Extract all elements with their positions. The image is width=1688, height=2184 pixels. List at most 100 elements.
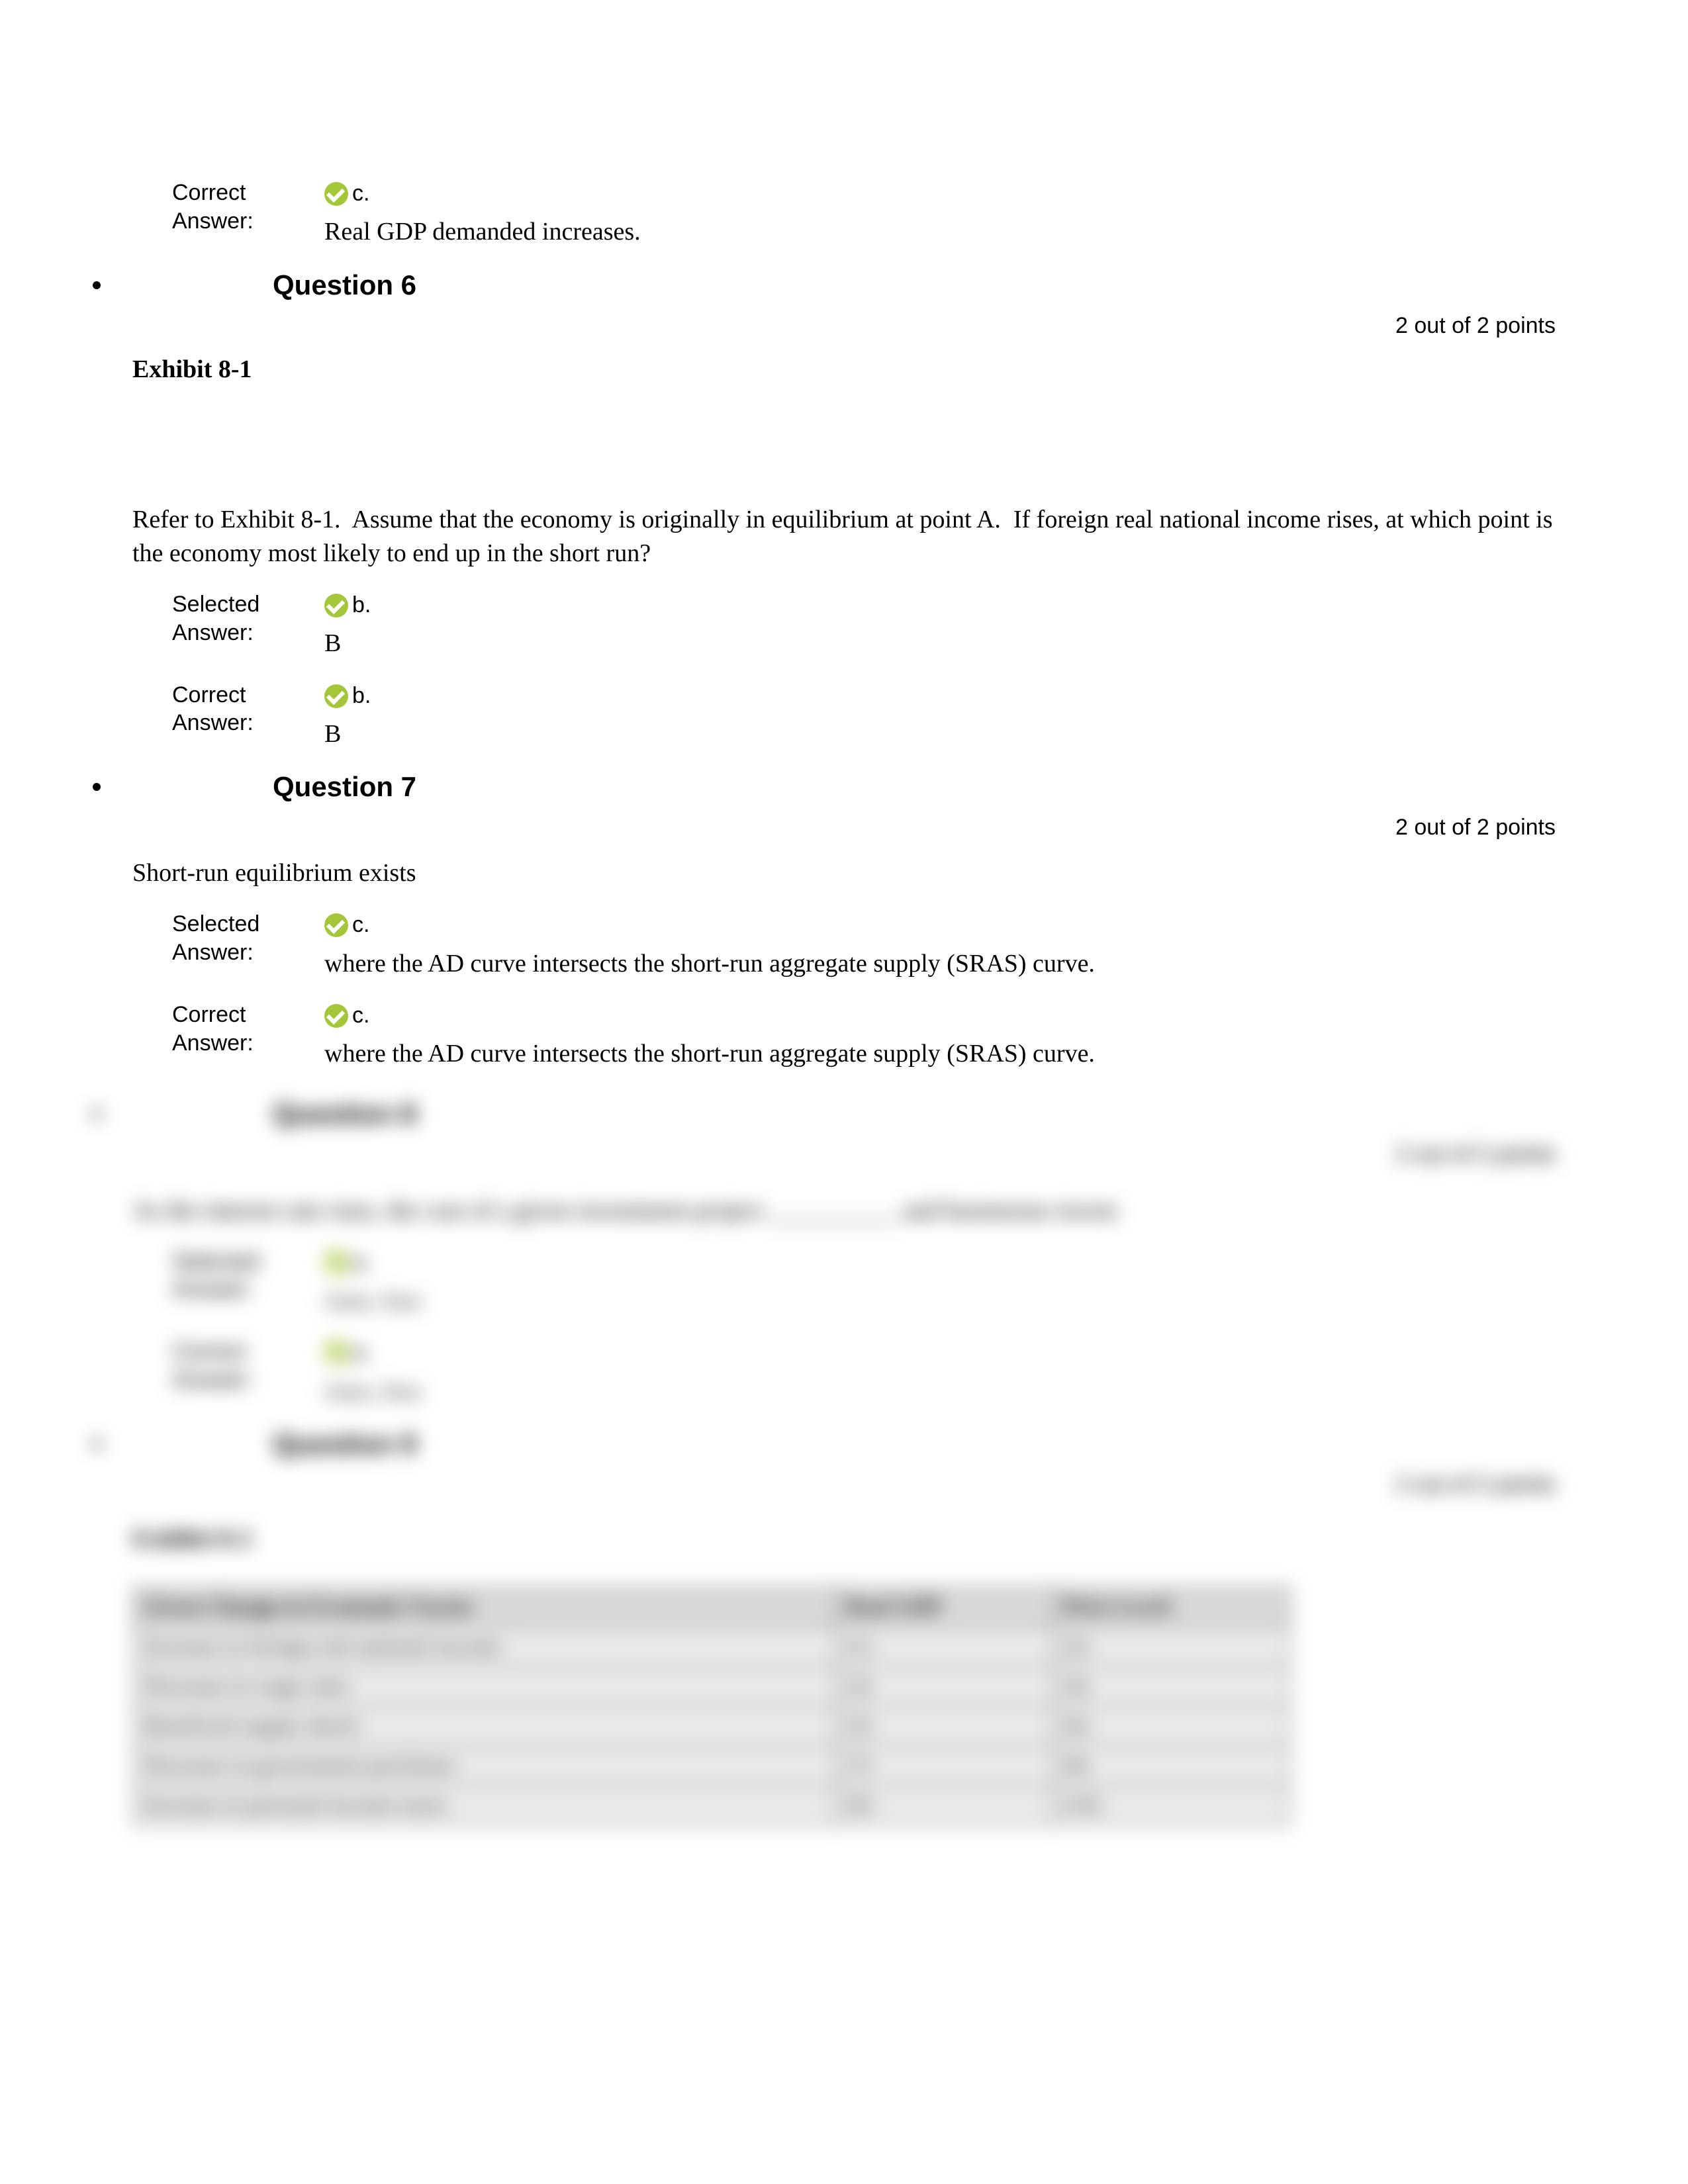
label-line2: Answer: <box>172 620 254 645</box>
question-7-points: 2 out of 2 points <box>132 815 1556 841</box>
answer-text: Real GDP demanded increases. <box>324 215 1556 249</box>
table-cell: (1) <box>835 1627 1053 1666</box>
prev-correct-answer-row: Correct Answer: c. Real GDP demanded inc… <box>172 179 1556 250</box>
table-cell: (7) <box>835 1746 1053 1786</box>
q8-correct-row: Correct Answer: a. rises; less <box>172 1338 1556 1408</box>
answer-letter-row: b. <box>324 590 371 621</box>
quiz-page: Correct Answer: c. Real GDP demanded inc… <box>0 0 1688 2184</box>
question-6-text: Refer to Exhibit 8-1. Assume that the ec… <box>132 503 1556 571</box>
table-header-cell: Given Change in Economic Factor <box>133 1587 835 1627</box>
answer-letter: a. <box>352 1338 371 1368</box>
answer-text: where the AD curve intersects the short-… <box>324 947 1556 981</box>
label-line1: Selected <box>172 592 259 617</box>
table-cell: (5) <box>835 1706 1053 1746</box>
answer-body: b. B <box>324 590 1556 661</box>
label-line1: Correct <box>172 1339 246 1364</box>
q7-selected-row: Selected Answer: c. where the AD curve i… <box>172 910 1556 981</box>
table-cell: (10) <box>1053 1786 1290 1825</box>
locked-content-region: Question 8 2 out of 2 points As the inte… <box>132 1098 1556 1826</box>
question-7-text: Short-run equilibrium exists <box>132 856 1556 890</box>
label-line2: Answer: <box>172 940 254 965</box>
question-6-header: Question 6 <box>132 269 1556 301</box>
answer-label: Selected Answer: <box>172 590 324 647</box>
table-cell: (6) <box>1053 1706 1290 1746</box>
answer-label: Correct Answer: <box>172 1338 324 1394</box>
q7-correct-row: Correct Answer: c. where the AD curve in… <box>172 1001 1556 1071</box>
exhibit-table: Given Change in Economic Factor Real GDP… <box>132 1586 1291 1826</box>
table-cell: Decrease in government purchases <box>133 1746 835 1786</box>
answer-body: b. B <box>324 681 1556 752</box>
table-head: Given Change in Economic Factor Real GDP… <box>133 1587 1290 1627</box>
exhibit-label: Exhibit 8-1 <box>132 355 1556 384</box>
answer-body: c. Real GDP demanded increases. <box>324 179 1556 250</box>
label-line1: Selected <box>172 1249 259 1274</box>
answer-letter: c. <box>352 910 369 940</box>
answer-label: Selected Answer: <box>172 1248 324 1304</box>
answer-letter: b. <box>352 681 371 711</box>
question-7-header: Question 7 <box>132 771 1556 803</box>
label-line1: Correct <box>172 1002 246 1027</box>
table-cell: Decrease in wage rates <box>133 1666 835 1706</box>
check-icon <box>324 1341 348 1365</box>
bullet-icon <box>93 783 101 791</box>
answer-body: c. where the AD curve intersects the sho… <box>324 910 1556 981</box>
exhibit-label: Exhibit 8-2 <box>132 1524 1556 1553</box>
q6-correct-row: Correct Answer: b. B <box>172 681 1556 752</box>
answer-letter-row: c. <box>324 179 369 209</box>
question-title: Question 9 <box>273 1428 416 1460</box>
table-cell: Beneficial supply shock <box>133 1706 835 1746</box>
label-line1: Selected <box>172 911 259 936</box>
answer-text: rises; less <box>324 1284 1556 1318</box>
answer-letter: b. <box>352 590 371 621</box>
answer-letter: a. <box>352 1248 371 1278</box>
check-icon <box>324 182 348 206</box>
answer-label: Correct Answer: <box>172 1001 324 1057</box>
answer-letter-row: c. <box>324 1001 369 1031</box>
question-title: Question 7 <box>273 771 416 803</box>
question-8-text: As the interest rate rises, the cost of … <box>132 1194 1556 1228</box>
table-cell: (9) <box>835 1786 1053 1825</box>
question-6-points: 2 out of 2 points <box>132 313 1556 339</box>
answer-text: rises; less <box>324 1375 1556 1408</box>
check-icon <box>324 913 348 937</box>
table-row: Decrease in government purchases (7) (8) <box>133 1746 1290 1786</box>
label-line2: Answer: <box>172 1367 254 1392</box>
check-icon <box>324 1004 348 1028</box>
table-row: Increase in foreign real national income… <box>133 1627 1290 1666</box>
answer-letter: c. <box>352 1001 369 1031</box>
label-line2: Answer: <box>172 710 254 735</box>
question-8-header: Question 8 <box>132 1098 1556 1130</box>
table-header-cell: Real GDP <box>835 1587 1053 1627</box>
answer-body: a. rises; less <box>324 1248 1556 1318</box>
answer-body: a. rises; less <box>324 1338 1556 1408</box>
table-cell: (8) <box>1053 1746 1290 1786</box>
table-body: Increase in foreign real national income… <box>133 1627 1290 1825</box>
check-icon <box>324 684 348 708</box>
answer-text: B <box>324 627 1556 660</box>
q6-selected-row: Selected Answer: b. B <box>172 590 1556 661</box>
question-title: Question 8 <box>273 1098 416 1130</box>
label-line1: Correct <box>172 180 246 205</box>
label-line2: Answer: <box>172 208 254 234</box>
question-9-points: 2 out of 2 points <box>132 1472 1556 1498</box>
table-row: Beneficial supply shock (5) (6) <box>133 1706 1290 1746</box>
answer-letter-row: b. <box>324 681 371 711</box>
bullet-icon <box>93 281 101 289</box>
check-icon <box>324 594 348 617</box>
answer-text: B <box>324 717 1556 751</box>
table-cell: (3) <box>835 1666 1053 1706</box>
table-row: Decrease in wage rates (3) (4) <box>133 1666 1290 1706</box>
answer-letter-row: c. <box>324 910 369 940</box>
answer-text: where the AD curve intersects the short-… <box>324 1037 1556 1071</box>
bullet-icon <box>93 1440 101 1448</box>
answer-body: c. where the AD curve intersects the sho… <box>324 1001 1556 1071</box>
question-title: Question 6 <box>273 269 416 301</box>
answer-letter-row: a. <box>324 1248 371 1278</box>
answer-label: Correct Answer: <box>172 179 324 235</box>
label-line1: Correct <box>172 682 246 707</box>
answer-letter-row: a. <box>324 1338 371 1368</box>
question-8-points: 2 out of 2 points <box>132 1142 1556 1167</box>
bullet-icon <box>93 1110 101 1118</box>
table-cell: Increase in foreign real national income <box>133 1627 835 1666</box>
question-9-header: Question 9 <box>132 1428 1556 1460</box>
